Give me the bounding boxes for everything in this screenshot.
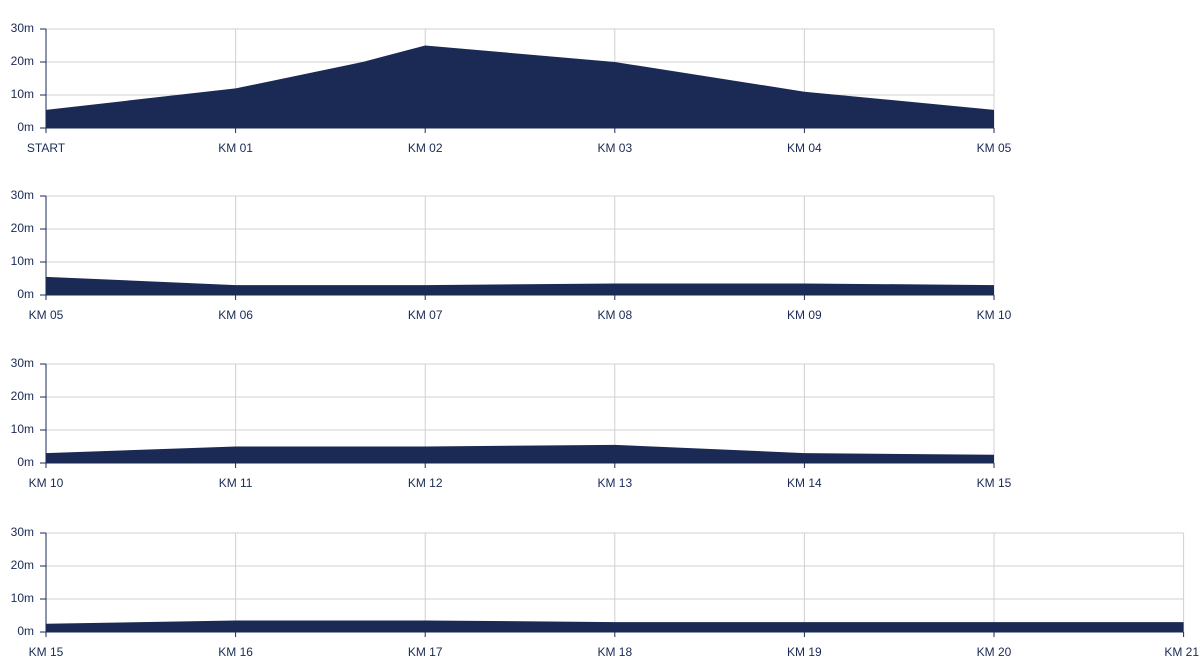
x-tick-label: KM 02: [408, 141, 443, 155]
y-tick-label: 10m: [11, 87, 34, 101]
y-tick-label: 10m: [11, 254, 34, 268]
x-tick-label: KM 17: [408, 645, 443, 659]
x-tick-label: KM 10: [977, 308, 1012, 322]
y-tick-label: 0m: [17, 455, 34, 469]
x-tick-label: KM 18: [597, 645, 632, 659]
x-tick-label: START: [27, 141, 66, 155]
y-tick-label: 0m: [17, 287, 34, 301]
x-tick-label: KM 21: [1164, 645, 1199, 659]
y-tick-label: 10m: [11, 422, 34, 436]
y-tick-label: 20m: [11, 54, 34, 68]
x-tick-label: KM 15: [977, 476, 1012, 490]
area: [46, 45, 994, 128]
x-tick-label: KM 05: [977, 141, 1012, 155]
x-tick-label: KM 19: [787, 645, 822, 659]
y-tick-label: 30m: [11, 356, 34, 370]
x-tick-label: KM 08: [597, 308, 632, 322]
y-tick-label: 20m: [11, 558, 34, 572]
x-tick-label: KM 20: [977, 645, 1012, 659]
y-tick-label: 0m: [17, 624, 34, 638]
y-tick-label: 30m: [11, 21, 34, 35]
y-tick-label: 20m: [11, 389, 34, 403]
x-tick-label: KM 10: [29, 476, 64, 490]
x-tick-label: KM 12: [408, 476, 443, 490]
x-tick-label: KM 05: [29, 308, 64, 322]
y-tick-label: 10m: [11, 591, 34, 605]
y-tick-label: 20m: [11, 221, 34, 235]
x-tick-label: KM 16: [218, 645, 253, 659]
area: [46, 276, 994, 295]
x-tick-label: KM 06: [218, 308, 253, 322]
x-tick-label: KM 03: [597, 141, 632, 155]
x-tick-label: KM 01: [218, 141, 253, 155]
x-tick-label: KM 07: [408, 308, 443, 322]
area: [46, 620, 1184, 632]
y-tick-label: 30m: [11, 188, 34, 202]
x-tick-label: KM 15: [29, 645, 64, 659]
x-tick-label: KM 04: [787, 141, 822, 155]
x-tick-label: KM 09: [787, 308, 822, 322]
x-tick-label: KM 13: [597, 476, 632, 490]
y-tick-label: 30m: [11, 525, 34, 539]
x-tick-label: KM 11: [219, 476, 253, 490]
area: [46, 444, 994, 463]
x-tick-label: KM 14: [787, 476, 822, 490]
y-tick-label: 0m: [17, 120, 34, 134]
